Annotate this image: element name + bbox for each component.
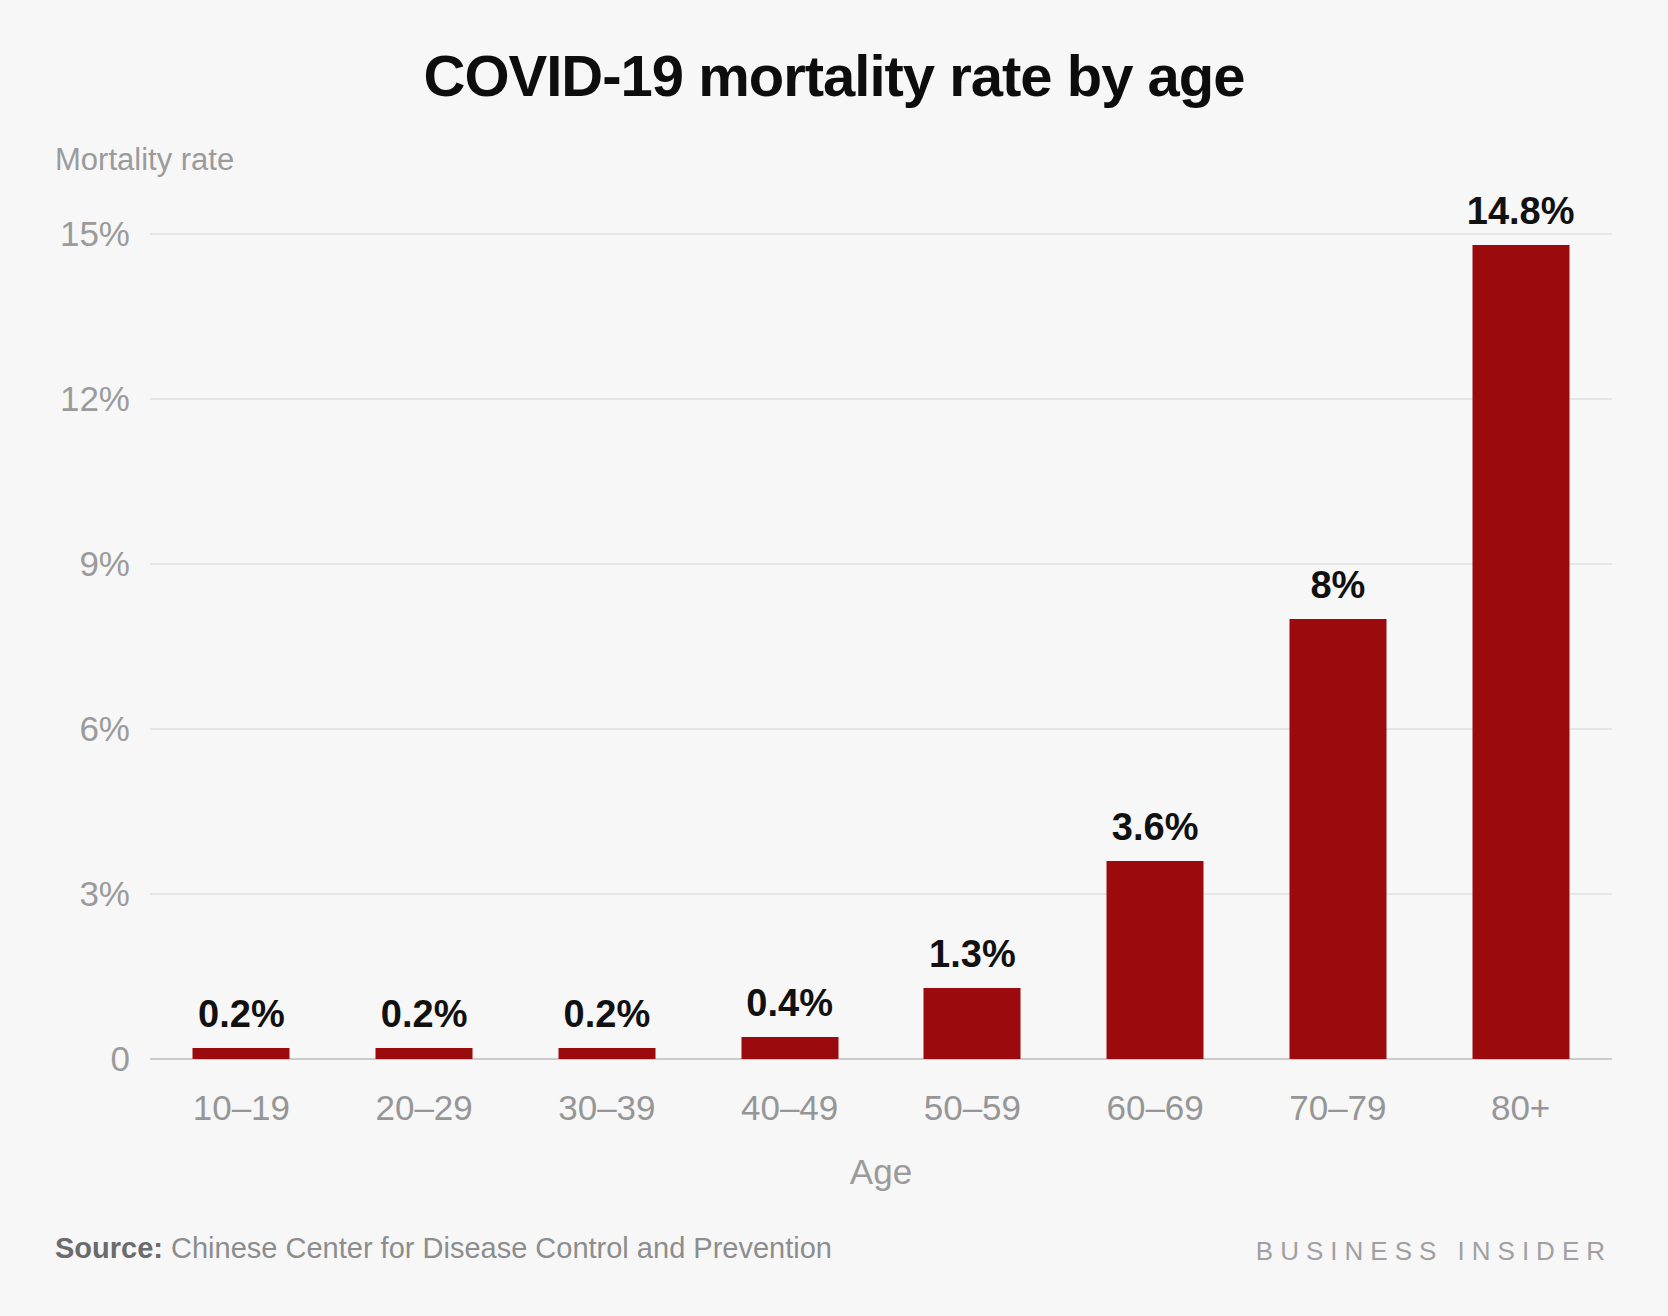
chart-canvas: COVID-19 mortality rate by age Mortality…: [0, 0, 1668, 1316]
bar-slot: 0.2%: [150, 234, 333, 1059]
bar-value-label: 0.2%: [198, 993, 285, 1036]
y-tick-label: 15%: [60, 214, 130, 254]
bar: [924, 988, 1021, 1060]
bar-slot: 3.6%: [1064, 234, 1247, 1059]
bar: [1472, 245, 1569, 1059]
bar-value-label: 0.4%: [746, 982, 833, 1025]
y-tick-label: 9%: [79, 544, 130, 584]
x-tick-label: 80+: [1429, 1088, 1612, 1128]
x-tick-label: 30–39: [516, 1088, 699, 1128]
y-axis-title: Mortality rate: [55, 142, 234, 178]
bar-slot: 1.3%: [881, 234, 1064, 1059]
x-tick-label: 10–19: [150, 1088, 333, 1128]
brand-logo: BUSINESS INSIDER: [1256, 1236, 1612, 1267]
bar-value-label: 8%: [1310, 564, 1365, 607]
bar-value-label: 0.2%: [564, 993, 651, 1036]
bars-layer: 0.2% 0.2% 0.2% 0.4% 1.3% 3.6% 8% 14.8%: [150, 234, 1612, 1059]
bar-slot: 8%: [1247, 234, 1430, 1059]
x-tick-label: 50–59: [881, 1088, 1064, 1128]
bar-slot: 14.8%: [1429, 234, 1612, 1059]
bar-value-label: 0.2%: [381, 993, 468, 1036]
bar-value-label: 14.8%: [1467, 190, 1575, 233]
bar: [1289, 619, 1386, 1059]
source-line: Source: Chinese Center for Disease Contr…: [55, 1232, 832, 1265]
bar: [376, 1048, 473, 1059]
x-tick-label: 40–49: [698, 1088, 881, 1128]
source-label: Source:: [55, 1232, 163, 1264]
bar: [741, 1037, 838, 1059]
y-tick-label: 6%: [79, 709, 130, 749]
x-tick-label: 20–29: [333, 1088, 516, 1128]
bar-slot: 0.2%: [516, 234, 699, 1059]
x-axis-title: Age: [150, 1152, 1612, 1192]
source-text: Chinese Center for Disease Control and P…: [163, 1232, 832, 1264]
bar-slot: 0.2%: [333, 234, 516, 1059]
y-tick-label: 12%: [60, 379, 130, 419]
chart-title: COVID-19 mortality rate by age: [0, 42, 1668, 109]
x-axis-tick-row: 10–1920–2930–3940–4950–5960–6970–7980+: [150, 1088, 1612, 1128]
y-tick-label: 3%: [79, 874, 130, 914]
y-tick-label: 0: [111, 1039, 130, 1079]
plot-area: 03%6%9%12%15% 0.2%0.2%0.2%0.4%1.3%3.6%8%…: [150, 234, 1612, 1059]
x-tick-label: 60–69: [1064, 1088, 1247, 1128]
bar-value-label: 1.3%: [929, 933, 1016, 976]
bar-value-label: 3.6%: [1112, 806, 1199, 849]
x-tick-label: 70–79: [1247, 1088, 1430, 1128]
bar: [193, 1048, 290, 1059]
bar-slot: 0.4%: [698, 234, 881, 1059]
bar: [1107, 861, 1204, 1059]
bar: [558, 1048, 655, 1059]
